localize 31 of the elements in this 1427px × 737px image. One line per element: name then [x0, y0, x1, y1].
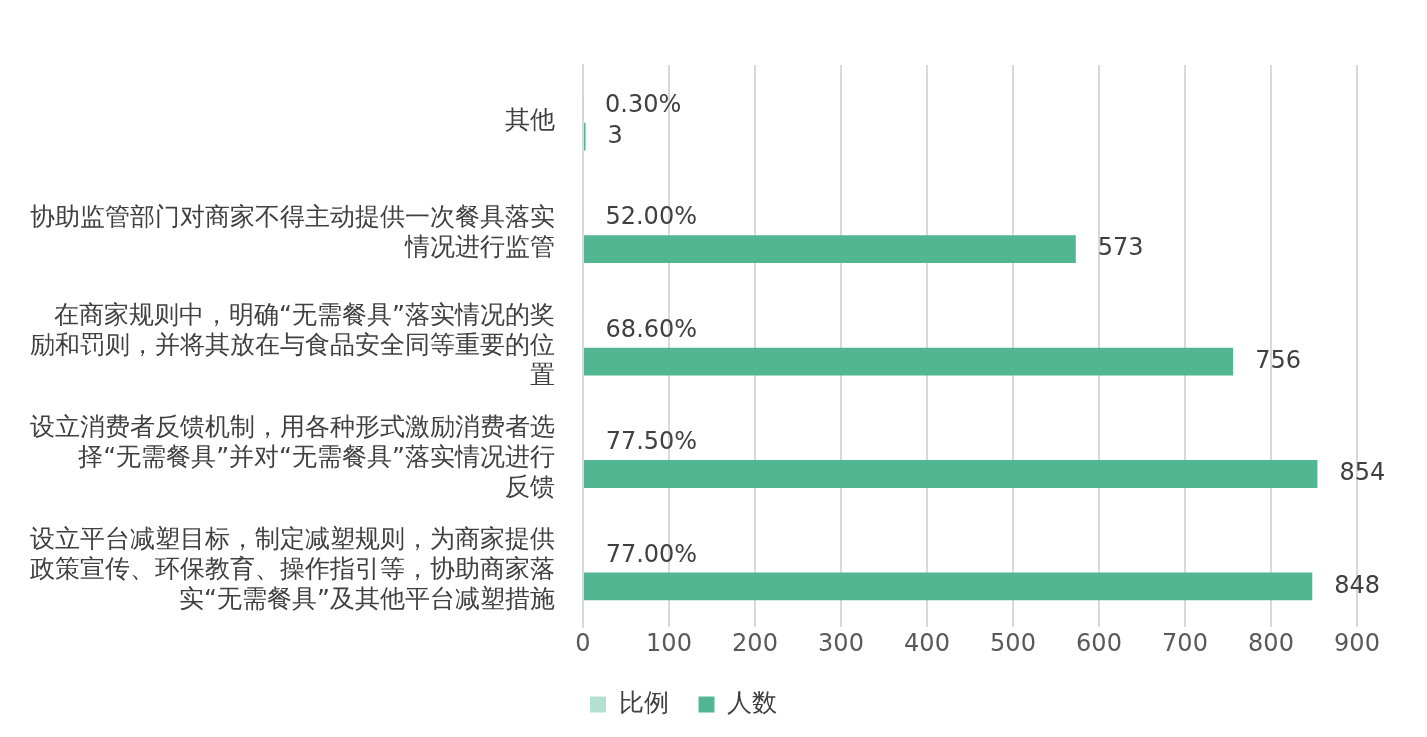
data-label: 3	[607, 120, 623, 149]
data-label: 848	[1334, 570, 1381, 599]
y-tick-label: 其他	[505, 104, 555, 134]
y-tick-label: 在商家规则中，明确“无需餐具”落实情况的奖励和罚则，并将其放在与食品安全同等重要的位置	[30, 299, 555, 389]
x-tick-label: 700	[1162, 628, 1208, 657]
x-tick-label: 0	[575, 628, 591, 657]
data-label: 573	[1097, 233, 1144, 262]
y-tick-label: 设立消费者反馈机制，用各种形式激励消费者选择“无需餐具”并对“无需餐具”落实情况进行反馈	[30, 412, 555, 502]
y-tick-label: 协助监管部门对商家不得主动提供一次餐具落实情况进行监管	[30, 202, 555, 262]
y-tick-label: 设立平台减塑目标，制定减塑规则，为商家提供政策宣传、环保教育、操作指引等，协助商家落实“无需餐具”及其他平台减塑措施	[30, 524, 555, 614]
x-tick-label: 100	[646, 628, 692, 657]
bar	[584, 460, 1318, 488]
x-tick-label: 300	[818, 628, 864, 657]
data-label: 52.00%	[605, 202, 697, 231]
x-tick-label: 200	[732, 628, 778, 657]
bar	[584, 572, 1313, 601]
bar	[584, 235, 1076, 264]
data-label: 854	[1339, 458, 1386, 487]
data-label: 0.30%	[605, 89, 682, 118]
data-label: 68.60%	[605, 314, 698, 343]
x-tick-label: 800	[1248, 628, 1294, 657]
x-tick-label: 600	[1076, 628, 1122, 657]
data-label: 77.00%	[605, 539, 698, 568]
x-tick-label: 500	[990, 628, 1036, 657]
legend-label: 人数	[727, 688, 777, 717]
bar	[584, 347, 1234, 376]
data-label: 756	[1255, 345, 1301, 374]
x-tick-label: 900	[1334, 628, 1380, 657]
data-label: 77.50%	[605, 427, 698, 456]
x-tick-label: 400	[904, 628, 950, 657]
legend-label: 比例	[618, 688, 669, 717]
